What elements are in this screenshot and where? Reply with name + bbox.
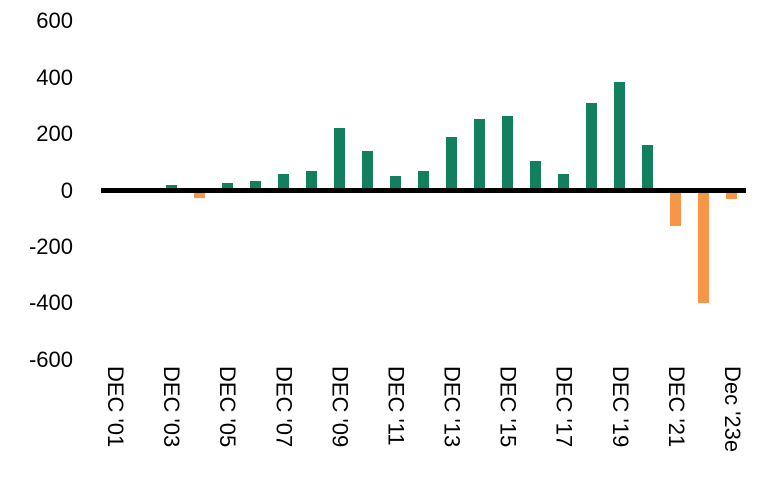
bar-2005 — [221, 183, 233, 191]
y-tick-label: 400 — [36, 64, 73, 90]
y-tick-label: 600 — [36, 8, 73, 34]
bar-2020 — [642, 145, 654, 191]
y-tick-label: 200 — [36, 121, 73, 147]
bar-2010 — [361, 151, 373, 191]
x-tick-label: DEC '21 — [663, 366, 689, 448]
x-tick-label: DEC '13 — [439, 366, 465, 448]
y-tick-label: -600 — [28, 346, 73, 372]
bar-2009 — [333, 128, 345, 191]
bar-2023e — [726, 190, 738, 199]
x-tick-label: DEC '17 — [551, 366, 577, 448]
bar-2008 — [305, 170, 317, 191]
x-tick-label: Dec '23e — [719, 366, 745, 453]
bar-2021 — [670, 190, 682, 226]
y-tick-label: 0 — [60, 177, 73, 203]
bar-2014 — [474, 118, 486, 191]
y-tick-label: -200 — [28, 233, 73, 259]
zero-axis-line — [101, 188, 746, 193]
bar-2004 — [193, 190, 205, 198]
y-tick-label: -400 — [28, 290, 73, 316]
bar-2018 — [586, 103, 598, 191]
x-tick-label: DEC '15 — [495, 366, 521, 448]
bar-2019 — [614, 81, 626, 191]
bar-2017 — [558, 173, 570, 191]
bar-2003 — [165, 184, 177, 191]
x-tick-label: DEC '19 — [607, 366, 633, 448]
bar-2015 — [502, 115, 514, 191]
bar-2022 — [698, 190, 710, 304]
bar-2012 — [418, 170, 429, 191]
bar-2011 — [389, 176, 401, 191]
x-tick-label: DEC '11 — [383, 366, 409, 446]
x-tick-label: DEC '07 — [271, 366, 297, 448]
x-tick-label: DEC '01 — [103, 366, 129, 448]
x-tick-label: DEC '05 — [215, 366, 241, 448]
bar-2013 — [446, 136, 458, 191]
bar-2016 — [530, 160, 542, 191]
bar-2007 — [277, 173, 289, 191]
x-tick-label: DEC '03 — [159, 366, 185, 448]
x-tick-label: DEC '09 — [327, 366, 353, 448]
bar-2006 — [249, 180, 261, 191]
